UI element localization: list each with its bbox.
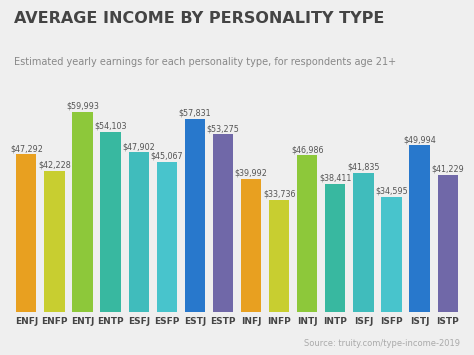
Text: $42,228: $42,228	[38, 161, 71, 170]
Text: $39,992: $39,992	[235, 168, 267, 178]
Bar	[100, 132, 121, 312]
Text: Source: truity.com/type-income-2019: Source: truity.com/type-income-2019	[304, 339, 460, 348]
Bar	[297, 155, 317, 312]
Text: $47,902: $47,902	[122, 142, 155, 151]
Text: $47,292: $47,292	[10, 144, 43, 153]
Bar	[410, 145, 430, 312]
Text: $38,411: $38,411	[319, 174, 352, 183]
Text: $53,275: $53,275	[207, 124, 239, 133]
Text: $41,229: $41,229	[431, 164, 464, 173]
Bar	[241, 179, 261, 312]
Text: $59,993: $59,993	[66, 102, 99, 111]
Bar	[353, 173, 374, 312]
Bar	[382, 197, 401, 312]
Text: AVERAGE INCOME BY PERSONALITY TYPE: AVERAGE INCOME BY PERSONALITY TYPE	[14, 11, 384, 26]
Bar	[213, 135, 233, 312]
Text: $57,831: $57,831	[179, 109, 211, 118]
Text: $45,067: $45,067	[150, 152, 183, 160]
Bar	[185, 119, 205, 312]
Text: $34,595: $34,595	[375, 186, 408, 196]
Text: $33,736: $33,736	[263, 189, 295, 198]
Bar	[269, 200, 289, 312]
Bar	[16, 154, 36, 312]
Text: $46,986: $46,986	[291, 145, 323, 154]
Text: $54,103: $54,103	[94, 121, 127, 130]
Bar	[128, 152, 149, 312]
Bar	[44, 171, 64, 312]
Bar	[438, 175, 458, 312]
Text: $49,994: $49,994	[403, 135, 436, 144]
Text: Estimated yearly earnings for each personality type, for respondents age 21+: Estimated yearly earnings for each perso…	[14, 57, 396, 67]
Bar	[73, 112, 92, 312]
Text: $41,835: $41,835	[347, 162, 380, 171]
Bar	[325, 184, 346, 312]
Bar	[157, 162, 177, 312]
